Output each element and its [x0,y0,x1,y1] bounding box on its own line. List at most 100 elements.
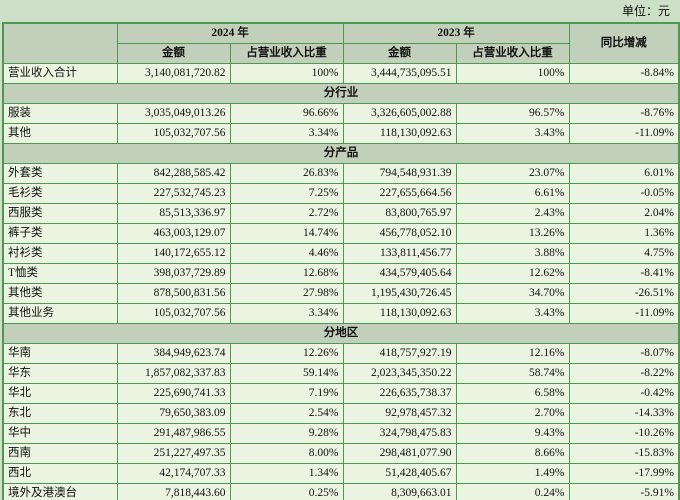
pct-2024-cell: 14.74% [229,223,344,244]
pct-2023-cell: 58.74% [455,363,570,384]
amount-2024-cell: 140,172,655.12 [116,243,231,264]
table-row: 西服类 85,513,336.97 2.72% 83,800,765.97 2.43% 2… [2,203,680,224]
pct-2024-cell: 7.19% [229,383,344,404]
amount-2024-cell: 3,140,081,720.82 [116,63,231,84]
pct-2024-cell: 27.98% [229,283,344,304]
pct-2024-cell: 7.25% [229,183,344,204]
pct-2024-cell: 59.14% [229,363,344,384]
pct-2023-cell: 12.16% [455,343,570,364]
row-label-cell: 服装 [2,103,118,124]
pct-2024-cell: 100% [229,63,344,84]
yoy-cell: -10.26% [568,423,680,444]
row-label-cell: 东北 [2,403,118,424]
row-label-cell: 其他 [2,123,118,144]
yoy-cell: -11.09% [568,123,680,144]
pct-2024-cell: 26.83% [229,163,344,184]
row-label-cell: 西北 [2,463,118,484]
section-label: 分地区 [2,323,680,344]
pct-2023-cell: 100% [455,63,570,84]
pct-2023-cell: 23.07% [455,163,570,184]
pct-2023-cell: 13.26% [455,223,570,244]
yoy-cell: -5.91% [568,483,680,500]
row-label-cell: 华南 [2,343,118,364]
amount-2024-cell: 79,650,383.09 [116,403,231,424]
pct-2024-cell: 8.00% [229,443,344,464]
row-label-cell: 华北 [2,383,118,404]
pct-2023-cell: 6.58% [455,383,570,404]
amount-2023-cell: 118,130,092.63 [342,303,457,324]
pct-2024-cell: 3.34% [229,123,344,144]
amount-2023-cell: 298,481,077.90 [342,443,457,464]
table-row: 境外及港澳台 7,818,443.60 0.25% 8,309,663.01 0.24%… [2,483,680,500]
row-label-cell: 裤子类 [2,223,118,244]
pct-2023-cell: 96.57% [455,103,570,124]
pct-2023-cell: 1.49% [455,463,570,484]
pct-2023-cell: 2.70% [455,403,570,424]
table-row: 其他业务 105,032,707.56 3.34% 118,130,092.63 3.4… [2,303,680,324]
table-row: 华北 225,690,741.33 7.19% 226,635,738.37 6.58%… [2,383,680,404]
amount-2023-cell: 8,309,663.01 [342,483,457,500]
row-label-cell: 毛衫类 [2,183,118,204]
yoy-cell: 6.01% [568,163,680,184]
pct-2023-cell: 34.70% [455,283,570,304]
row-label-cell: 外套类 [2,163,118,184]
table-row: 华南 384,949,623.74 12.26% 418,757,927.19 12.1… [2,343,680,364]
yoy-cell: -8.41% [568,263,680,284]
table-row: 其他 105,032,707.56 3.34% 118,130,092.63 3.43%… [2,123,680,144]
amount-2023-cell: 324,798,475.83 [342,423,457,444]
yoy-cell: -26.51% [568,283,680,304]
amount-2024-cell: 384,949,623.74 [116,343,231,364]
amount-2024-cell: 251,227,497.35 [116,443,231,464]
amount-2024-cell: 227,532,745.23 [116,183,231,204]
yoy-cell: -17.99% [568,463,680,484]
amount-2024-cell: 85,513,336.97 [116,203,231,224]
amount-2023-cell: 133,811,456.77 [342,243,457,264]
header-amount-2024: 金额 [116,43,231,64]
amount-2024-cell: 105,032,707.56 [116,123,231,144]
amount-2023-cell: 1,195,430,726.45 [342,283,457,304]
section-label: 分行业 [2,83,680,104]
table-body: 营业收入合计 3,140,081,720.82 100% 3,444,735,095.… [2,63,680,500]
amount-2024-cell: 225,690,741.33 [116,383,231,404]
table-row: 华东 1,857,082,337.83 59.14% 2,023,345,350.22… [2,363,680,384]
pct-2024-cell: 12.26% [229,343,344,364]
header-amount-2023: 金额 [342,43,457,64]
amount-2024-cell: 42,174,707.33 [116,463,231,484]
table-row: 华中 291,487,986.55 9.28% 324,798,475.83 9.43%… [2,423,680,444]
pct-2024-cell: 3.34% [229,303,344,324]
row-label-cell: 境外及港澳台 [2,483,118,500]
section-label: 分产品 [2,143,680,164]
pct-2023-cell: 9.43% [455,423,570,444]
header-year-2024: 2024 年 [116,22,344,44]
yoy-cell: -8.76% [568,103,680,124]
amount-2024-cell: 105,032,707.56 [116,303,231,324]
header-row-metrics: 金额 占营业收入比重 金额 占营业收入比重 [3,43,679,64]
header-blank-cell [2,22,118,64]
pct-2024-cell: 2.72% [229,203,344,224]
table-header: 2024 年 2023 年 同比增减 金额 占营业收入比重 金额 占营业收入比重 [2,22,680,64]
row-label-cell: T恤类 [2,263,118,284]
yoy-cell: 4.75% [568,243,680,264]
yoy-cell: -8.84% [568,63,680,84]
table-row: 毛衫类 227,532,745.23 7.25% 227,655,664.56 6.61… [2,183,680,204]
pct-2024-cell: 4.46% [229,243,344,264]
pct-2023-cell: 8.66% [455,443,570,464]
section-row: 分产品 [2,143,680,164]
amount-2023-cell: 434,579,405.64 [342,263,457,284]
table-row: 外套类 842,288,585.42 26.83% 794,548,931.39 23.… [2,163,680,184]
header-yoy: 同比增减 [568,22,680,64]
pct-2024-cell: 0.25% [229,483,344,500]
header-year-2023: 2023 年 [342,22,570,44]
table-row: 西南 251,227,497.35 8.00% 298,481,077.90 8.66%… [2,443,680,464]
yoy-cell: -15.83% [568,443,680,464]
amount-2023-cell: 794,548,931.39 [342,163,457,184]
table-row: 衬衫类 140,172,655.12 4.46% 133,811,456.77 3.88… [2,243,680,264]
yoy-cell: -0.05% [568,183,680,204]
header-pct-2023: 占营业收入比重 [455,43,570,64]
amount-2024-cell: 291,487,986.55 [116,423,231,444]
header-pct-2024: 占营业收入比重 [229,43,344,64]
yoy-cell: -11.09% [568,303,680,324]
table-row: 东北 79,650,383.09 2.54% 92,978,457.32 2.70% -1… [2,403,680,424]
amount-2024-cell: 3,035,049,013.26 [116,103,231,124]
pct-2023-cell: 0.24% [455,483,570,500]
